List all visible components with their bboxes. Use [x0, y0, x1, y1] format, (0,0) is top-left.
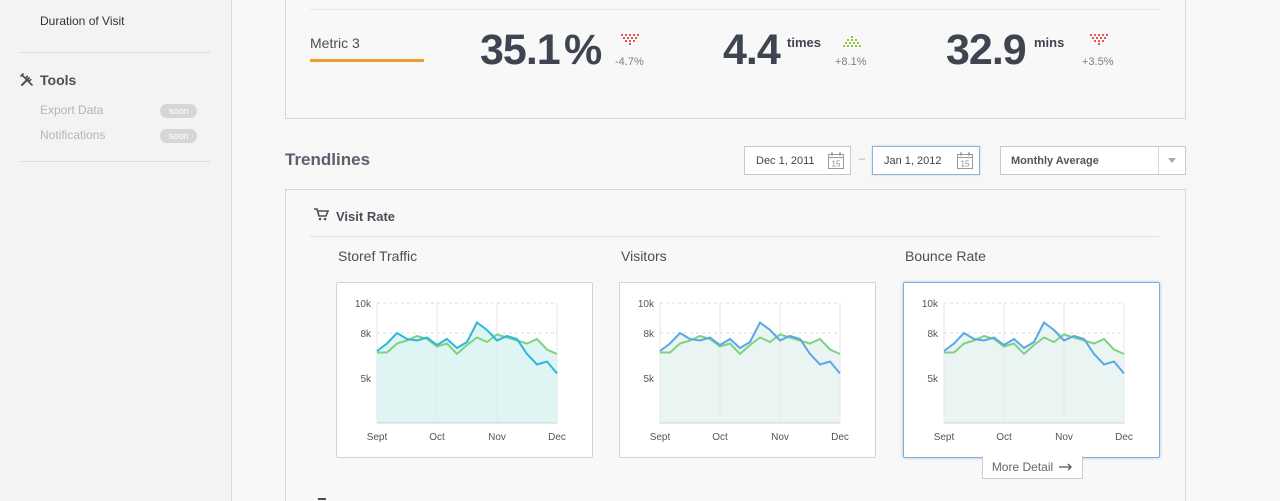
date-from-input[interactable]: Dec 1, 2011 15: [744, 146, 851, 175]
x-tick-label: Nov: [771, 432, 789, 443]
stat-percent: 35.1 % -4.7%: [480, 25, 644, 75]
calendar-day: 15: [961, 160, 970, 169]
panel-title: Visit Rate: [336, 208, 396, 224]
stat-unit: %: [564, 26, 603, 74]
date-from-value: Dec 1, 2011: [756, 154, 815, 167]
tools-icon: [20, 73, 34, 87]
y-tick-label: 5k: [643, 374, 655, 385]
metric-title[interactable]: Metric 3: [310, 35, 360, 51]
stat-change: +3.5%: [1082, 56, 1114, 68]
stat-unit: times: [787, 35, 821, 50]
x-tick-label: Nov: [488, 432, 506, 443]
x-tick-label: Dec: [831, 432, 849, 443]
series-line-blue: [943, 320, 1125, 375]
sidebar-divider: [20, 52, 210, 53]
stat-change: +8.1%: [835, 56, 867, 68]
cart-icon: [314, 208, 330, 224]
series-line-green: [660, 333, 841, 356]
stat-unit: mins: [1034, 35, 1065, 50]
x-tick-label: Oct: [712, 432, 728, 443]
y-tick-label: 10k: [355, 299, 372, 310]
stat-times: 4.4 times +8.1%: [723, 25, 867, 75]
panel-header: Visit Rate: [314, 208, 395, 224]
panel-divider: [310, 236, 1159, 237]
x-tick-label: Sept: [367, 432, 388, 443]
stat-value: 35.1: [480, 26, 561, 74]
stat-mins: 32.9 mins +3.5%: [946, 25, 1114, 75]
panel-divider: [310, 9, 1161, 10]
section-title-trendlines: Trendlines: [285, 150, 371, 169]
stat-change: -4.7%: [615, 56, 644, 68]
tools-label: Tools: [40, 72, 77, 88]
line-chart: 10k 8k 5k Sept Oct Nov Dec: [355, 299, 566, 443]
next-section-heading-stub: [318, 498, 326, 500]
sidebar-section-tools: Tools: [20, 72, 76, 88]
y-tick-label: 5k: [360, 374, 372, 385]
sidebar-divider: [20, 161, 210, 162]
series-line-green: [377, 333, 558, 356]
x-tick-label: Oct: [996, 432, 1012, 443]
chart-card-bounce-rate[interactable]: 10k 8k 5k Sept Oct Nov Dec: [903, 282, 1160, 458]
calendar-icon[interactable]: 15: [957, 152, 973, 172]
soon-badge: soon: [160, 129, 197, 143]
area-fill: [944, 322, 1124, 423]
sidebar-item-notifications: Notifications: [40, 128, 106, 142]
date-to-value: Jan 1, 2012: [884, 154, 942, 167]
x-tick-label: Dec: [1115, 432, 1133, 443]
x-tick-label: Oct: [429, 432, 445, 443]
calendar-icon[interactable]: 15: [828, 152, 844, 172]
calendar-day: 15: [832, 160, 841, 169]
chart-title: Storef Traffic: [338, 248, 418, 264]
x-tick-label: Sept: [650, 432, 671, 443]
metric-active-underline: [310, 59, 424, 62]
y-tick-label: 10k: [638, 299, 655, 310]
line-chart: 10k 8k 5k Sept Oct Nov Dec: [922, 299, 1133, 443]
date-to-input[interactable]: Jan 1, 2012 15: [872, 146, 980, 175]
sidebar-item-export-data: Export Data: [40, 103, 104, 117]
trend-panel: Visit Rate Storef Traffic Visitors Bounc…: [285, 189, 1186, 501]
trend-down-icon: [1090, 33, 1108, 51]
series-line-blue: [659, 320, 841, 375]
soon-badge: soon: [160, 104, 197, 118]
more-detail-button[interactable]: More Detail: [982, 456, 1083, 479]
date-separator: –: [859, 153, 866, 165]
chevron-down-icon[interactable]: [1158, 147, 1185, 174]
y-tick-label: 5k: [927, 374, 939, 385]
metrics-panel: Metric 3 35.1 % -4.7% 4.4 times: [285, 0, 1186, 119]
more-detail-label: More Detail: [991, 460, 1054, 474]
line-chart: 10k 8k 5k Sept Oct Nov Dec: [638, 299, 849, 443]
y-tick-label: 10k: [922, 299, 939, 310]
aggregation-select[interactable]: Monthly Average: [1000, 146, 1186, 175]
area-fill: [377, 322, 557, 423]
y-tick-label: 8k: [360, 329, 372, 340]
x-tick-label: Nov: [1055, 432, 1073, 443]
x-tick-label: Dec: [548, 432, 566, 443]
y-tick-label: 8k: [643, 329, 655, 340]
chart-card-storef-traffic[interactable]: 10k 8k 5k Sept Oct Nov Dec: [336, 282, 593, 458]
sidebar-item-duration-of-visit[interactable]: Duration of Visit: [40, 14, 125, 28]
arrow-right-icon: [1059, 460, 1073, 474]
x-tick-label: Sept: [934, 432, 955, 443]
aggregation-value: Monthly Average: [1011, 154, 1099, 167]
chart-title: Bounce Rate: [905, 248, 986, 264]
series-line-blue: [376, 320, 558, 375]
main-content: Metric 3 35.1 % -4.7% 4.4 times: [233, 0, 1280, 501]
stat-value: 4.4: [723, 26, 781, 74]
chart-card-visitors[interactable]: 10k 8k 5k Sept Oct Nov Dec: [619, 282, 876, 458]
sidebar: Duration of Visit Tools Export Data soon…: [0, 0, 232, 501]
area-fill: [660, 322, 840, 423]
stat-value: 32.9: [946, 26, 1027, 74]
trend-down-icon: [621, 33, 639, 51]
series-line-green: [944, 333, 1125, 356]
y-tick-label: 8k: [927, 329, 939, 340]
chart-title: Visitors: [621, 248, 667, 264]
trend-up-icon: [843, 35, 861, 53]
